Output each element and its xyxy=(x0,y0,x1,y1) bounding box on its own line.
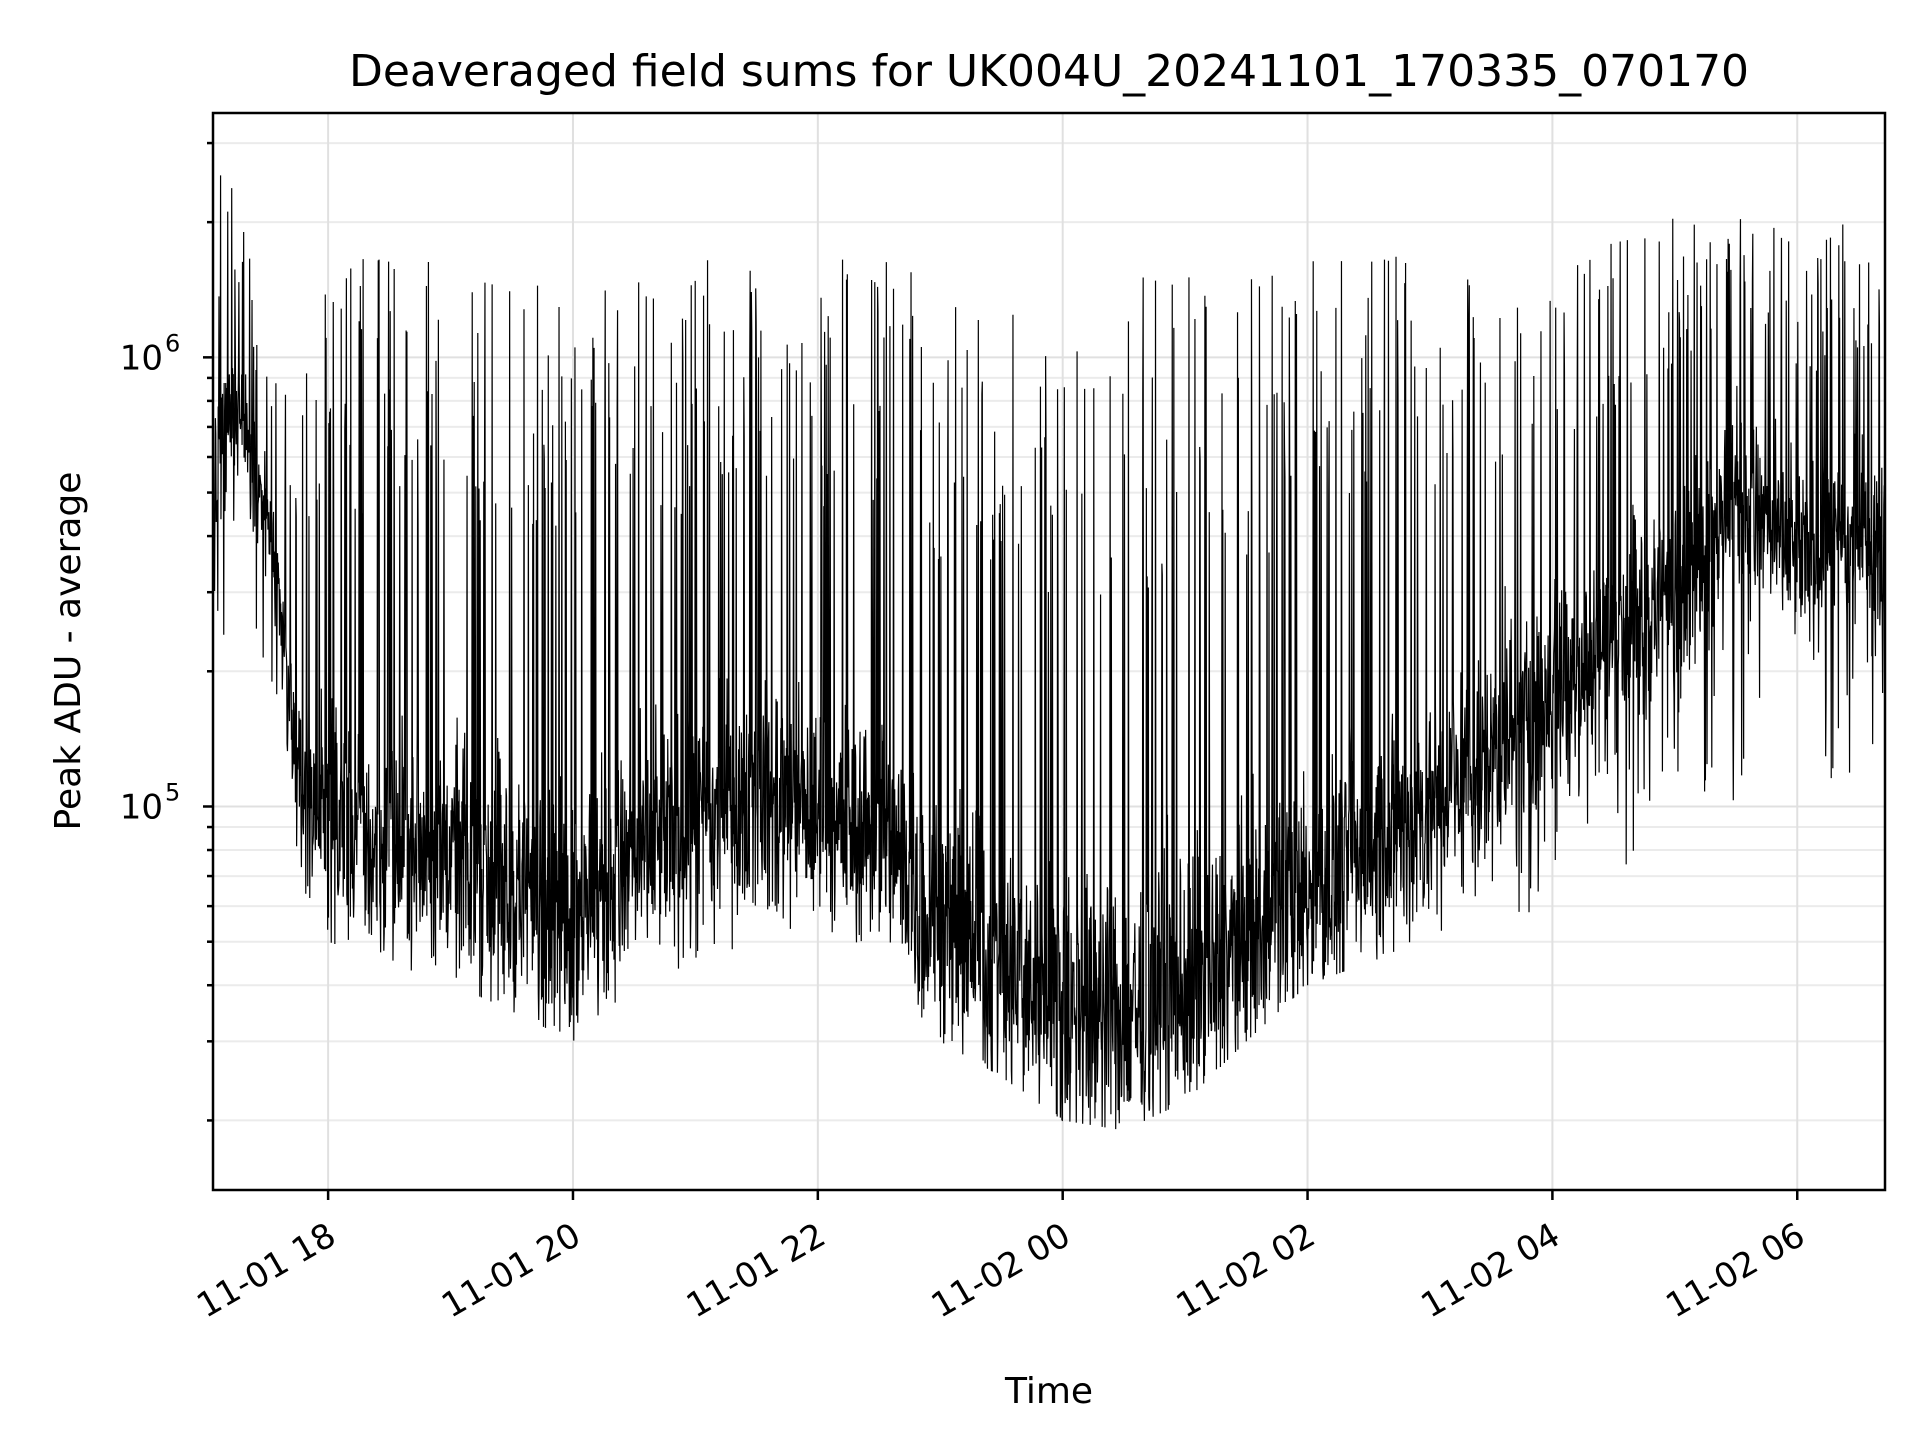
plot-area xyxy=(213,175,1885,1130)
x-axis-label: Time xyxy=(1004,1371,1093,1412)
series-line xyxy=(213,175,1885,1130)
y-tick-label: 10 xyxy=(120,338,163,378)
chart-title: Deaveraged field sums for UK004U_2024110… xyxy=(349,46,1749,97)
y-axis-label: Peak ADU - average xyxy=(48,472,89,831)
y-tick-label: 10 xyxy=(120,787,163,827)
axes-frame xyxy=(211,111,1887,1192)
y-tick-label-exponent: 5 xyxy=(165,778,180,806)
y-tick-label-exponent: 6 xyxy=(165,329,180,357)
